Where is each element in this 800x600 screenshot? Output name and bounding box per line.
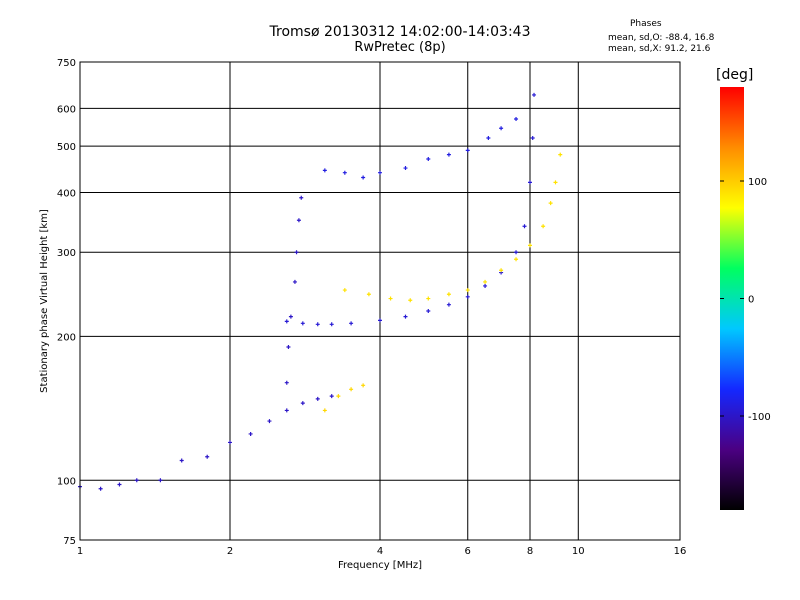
data-point bbox=[117, 482, 122, 487]
data-point bbox=[284, 319, 289, 324]
y-tick-label: 200 bbox=[57, 332, 76, 343]
data-point bbox=[267, 419, 272, 424]
data-point bbox=[179, 458, 184, 463]
data-point bbox=[446, 302, 451, 307]
data-point bbox=[522, 224, 527, 229]
y-tick-label: 600 bbox=[57, 104, 76, 115]
data-point bbox=[300, 401, 305, 406]
data-point bbox=[465, 288, 470, 293]
data-points bbox=[78, 92, 563, 491]
y-tick-label: 300 bbox=[57, 248, 76, 259]
data-point bbox=[299, 195, 304, 200]
data-point bbox=[465, 148, 470, 153]
data-point bbox=[336, 394, 341, 399]
data-point bbox=[426, 309, 431, 314]
phases-heading: Phases bbox=[630, 19, 662, 29]
y-tick-label: 500 bbox=[57, 142, 76, 153]
data-point bbox=[499, 126, 504, 131]
plot-frame bbox=[79, 61, 681, 541]
data-point bbox=[528, 243, 532, 248]
colorbar-ticks: 100 0 -100 bbox=[720, 177, 771, 423]
y-tick-label: 100 bbox=[57, 476, 76, 487]
data-point bbox=[446, 152, 451, 157]
data-point bbox=[514, 116, 519, 121]
colorbar-tick-label: 100 bbox=[748, 177, 767, 188]
data-point bbox=[205, 454, 210, 459]
phases-x-stats: mean, sd,X: 91.2, 21.6 bbox=[608, 44, 711, 54]
data-point bbox=[378, 318, 382, 323]
colorbar-tick-label: -100 bbox=[748, 412, 771, 423]
data-point bbox=[98, 486, 103, 491]
x-axis-label: Frequency [MHz] bbox=[338, 560, 422, 571]
data-point bbox=[158, 478, 163, 483]
y-axis-ticks: 75 100 200 300 400 500 600 750 bbox=[57, 58, 76, 547]
data-point bbox=[349, 387, 354, 392]
data-point bbox=[408, 298, 413, 303]
data-point bbox=[329, 322, 334, 327]
data-point bbox=[361, 175, 366, 180]
colorbar-tick-label: 0 bbox=[748, 295, 754, 306]
x-axis-ticks: 1 2 4 6 8 10 16 bbox=[77, 546, 687, 557]
data-point bbox=[388, 296, 393, 301]
data-point bbox=[499, 268, 504, 273]
x-tick-label: 16 bbox=[674, 546, 687, 557]
data-point bbox=[248, 431, 253, 436]
data-point bbox=[300, 321, 305, 326]
data-point bbox=[134, 478, 139, 483]
data-point bbox=[483, 279, 488, 284]
chart-title: Tromsø 20130312 14:02:00-14:03:43 bbox=[269, 24, 531, 40]
data-point bbox=[288, 314, 293, 319]
data-point bbox=[532, 92, 537, 97]
x-tick-label: 8 bbox=[527, 546, 533, 557]
grid-lines bbox=[80, 62, 680, 540]
data-point bbox=[292, 279, 297, 284]
data-point bbox=[361, 383, 366, 388]
data-point bbox=[483, 283, 488, 288]
data-point bbox=[514, 257, 519, 262]
data-point bbox=[286, 345, 291, 350]
data-point bbox=[322, 168, 327, 173]
data-point bbox=[315, 322, 320, 327]
data-point bbox=[315, 396, 320, 401]
y-tick-label: 400 bbox=[57, 188, 76, 199]
data-point bbox=[426, 157, 431, 162]
data-point bbox=[446, 292, 451, 297]
y-tick-label: 75 bbox=[63, 536, 76, 547]
x-tick-label: 1 bbox=[77, 546, 83, 557]
data-point bbox=[228, 440, 232, 445]
data-point bbox=[349, 321, 354, 326]
y-tick-label: 750 bbox=[57, 58, 76, 69]
x-tick-label: 10 bbox=[572, 546, 585, 557]
data-point bbox=[378, 170, 382, 175]
data-point bbox=[342, 170, 347, 175]
colorbar-unit-label: [deg] bbox=[716, 67, 754, 83]
data-point bbox=[465, 294, 470, 299]
data-point bbox=[558, 152, 563, 157]
data-point bbox=[294, 250, 299, 255]
x-tick-label: 6 bbox=[465, 546, 471, 557]
data-point bbox=[342, 288, 347, 293]
data-point bbox=[284, 380, 289, 385]
data-point bbox=[548, 201, 553, 206]
data-point bbox=[329, 394, 334, 399]
data-point bbox=[486, 136, 491, 141]
data-point bbox=[322, 408, 327, 413]
data-point bbox=[426, 296, 431, 301]
data-point bbox=[541, 224, 546, 229]
data-point bbox=[553, 180, 558, 185]
data-point bbox=[296, 218, 301, 223]
x-tick-label: 2 bbox=[227, 546, 233, 557]
data-point bbox=[403, 166, 408, 171]
data-point bbox=[530, 136, 535, 141]
data-point bbox=[514, 250, 519, 255]
data-point bbox=[403, 314, 408, 319]
y-axis-label: Stationary phase Virtual Height [km] bbox=[39, 209, 50, 393]
data-point bbox=[366, 292, 371, 297]
x-tick-label: 4 bbox=[377, 546, 383, 557]
chart-subtitle: RwPretec (8p) bbox=[354, 40, 446, 55]
phases-o-stats: mean, sd,O: -88.4, 16.8 bbox=[608, 33, 715, 43]
data-point bbox=[284, 408, 289, 413]
data-point bbox=[528, 180, 532, 185]
